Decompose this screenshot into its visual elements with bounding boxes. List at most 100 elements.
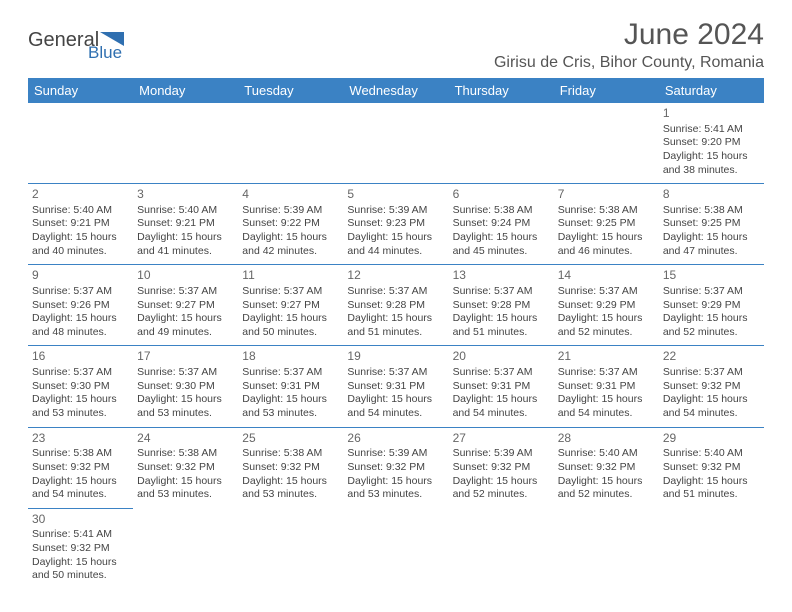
sunrise-text: Sunrise: 5:37 AM — [453, 366, 550, 380]
day-number: 21 — [558, 349, 655, 365]
sunset-text: Sunset: 9:32 PM — [32, 461, 129, 475]
calendar-cell: 16Sunrise: 5:37 AMSunset: 9:30 PMDayligh… — [28, 346, 133, 427]
day-number: 28 — [558, 431, 655, 447]
day-number: 8 — [663, 187, 760, 203]
day-number: 10 — [137, 268, 234, 284]
sunset-text: Sunset: 9:25 PM — [558, 217, 655, 231]
day-number: 12 — [347, 268, 444, 284]
daylight-text: Daylight: 15 hours and 48 minutes. — [32, 312, 129, 339]
sunrise-text: Sunrise: 5:39 AM — [347, 447, 444, 461]
day-number: 5 — [347, 187, 444, 203]
sunrise-text: Sunrise: 5:37 AM — [242, 285, 339, 299]
day-header: Saturday — [659, 78, 764, 103]
sunset-text: Sunset: 9:32 PM — [663, 461, 760, 475]
calendar-cell: 1Sunrise: 5:41 AMSunset: 9:20 PMDaylight… — [659, 103, 764, 184]
daylight-text: Daylight: 15 hours and 41 minutes. — [137, 231, 234, 258]
daylight-text: Daylight: 15 hours and 54 minutes. — [558, 393, 655, 420]
calendar-cell — [659, 508, 764, 589]
calendar-cell — [554, 508, 659, 589]
day-header: Wednesday — [343, 78, 448, 103]
day-number: 16 — [32, 349, 129, 365]
sunset-text: Sunset: 9:32 PM — [663, 380, 760, 394]
day-number: 6 — [453, 187, 550, 203]
sunset-text: Sunset: 9:31 PM — [453, 380, 550, 394]
sunrise-text: Sunrise: 5:40 AM — [558, 447, 655, 461]
sunset-text: Sunset: 9:32 PM — [347, 461, 444, 475]
location-text: Girisu de Cris, Bihor County, Romania — [494, 54, 764, 72]
sunrise-text: Sunrise: 5:37 AM — [453, 285, 550, 299]
sunset-text: Sunset: 9:32 PM — [453, 461, 550, 475]
sunrise-text: Sunrise: 5:38 AM — [242, 447, 339, 461]
day-number: 4 — [242, 187, 339, 203]
daylight-text: Daylight: 15 hours and 49 minutes. — [137, 312, 234, 339]
calendar-cell — [343, 103, 448, 184]
calendar-cell: 29Sunrise: 5:40 AMSunset: 9:32 PMDayligh… — [659, 427, 764, 508]
month-title: June 2024 — [494, 18, 764, 52]
day-header: Sunday — [28, 78, 133, 103]
calendar-cell: 14Sunrise: 5:37 AMSunset: 9:29 PMDayligh… — [554, 265, 659, 346]
sunrise-text: Sunrise: 5:37 AM — [137, 366, 234, 380]
sunrise-text: Sunrise: 5:37 AM — [558, 366, 655, 380]
daylight-text: Daylight: 15 hours and 45 minutes. — [453, 231, 550, 258]
calendar-cell: 27Sunrise: 5:39 AMSunset: 9:32 PMDayligh… — [449, 427, 554, 508]
daylight-text: Daylight: 15 hours and 50 minutes. — [242, 312, 339, 339]
day-number: 23 — [32, 431, 129, 447]
sunrise-text: Sunrise: 5:37 AM — [347, 366, 444, 380]
logo: General Blue — [28, 22, 146, 60]
day-number: 7 — [558, 187, 655, 203]
daylight-text: Daylight: 15 hours and 47 minutes. — [663, 231, 760, 258]
sunset-text: Sunset: 9:28 PM — [453, 299, 550, 313]
day-header: Thursday — [449, 78, 554, 103]
day-number: 3 — [137, 187, 234, 203]
calendar-cell: 9Sunrise: 5:37 AMSunset: 9:26 PMDaylight… — [28, 265, 133, 346]
daylight-text: Daylight: 15 hours and 46 minutes. — [558, 231, 655, 258]
calendar-cell: 6Sunrise: 5:38 AMSunset: 9:24 PMDaylight… — [449, 184, 554, 265]
day-header: Friday — [554, 78, 659, 103]
sunrise-text: Sunrise: 5:37 AM — [663, 366, 760, 380]
sunrise-text: Sunrise: 5:39 AM — [347, 204, 444, 218]
calendar-cell: 11Sunrise: 5:37 AMSunset: 9:27 PMDayligh… — [238, 265, 343, 346]
daylight-text: Daylight: 15 hours and 51 minutes. — [663, 475, 760, 502]
calendar-cell — [343, 508, 448, 589]
calendar-cell: 26Sunrise: 5:39 AMSunset: 9:32 PMDayligh… — [343, 427, 448, 508]
calendar-cell: 2Sunrise: 5:40 AMSunset: 9:21 PMDaylight… — [28, 184, 133, 265]
sunset-text: Sunset: 9:30 PM — [32, 380, 129, 394]
sunrise-text: Sunrise: 5:38 AM — [32, 447, 129, 461]
daylight-text: Daylight: 15 hours and 52 minutes. — [558, 475, 655, 502]
sunrise-text: Sunrise: 5:38 AM — [137, 447, 234, 461]
daylight-text: Daylight: 15 hours and 53 minutes. — [242, 393, 339, 420]
sunset-text: Sunset: 9:27 PM — [137, 299, 234, 313]
header: General Blue June 2024 Girisu de Cris, B… — [28, 18, 764, 72]
sunset-text: Sunset: 9:31 PM — [347, 380, 444, 394]
calendar-week-row: 9Sunrise: 5:37 AMSunset: 9:26 PMDaylight… — [28, 265, 764, 346]
day-number: 22 — [663, 349, 760, 365]
calendar-cell: 3Sunrise: 5:40 AMSunset: 9:21 PMDaylight… — [133, 184, 238, 265]
sunset-text: Sunset: 9:28 PM — [347, 299, 444, 313]
calendar-week-row: 16Sunrise: 5:37 AMSunset: 9:30 PMDayligh… — [28, 346, 764, 427]
daylight-text: Daylight: 15 hours and 44 minutes. — [347, 231, 444, 258]
daylight-text: Daylight: 15 hours and 52 minutes. — [663, 312, 760, 339]
sunrise-text: Sunrise: 5:37 AM — [32, 285, 129, 299]
calendar-week-row: 23Sunrise: 5:38 AMSunset: 9:32 PMDayligh… — [28, 427, 764, 508]
daylight-text: Daylight: 15 hours and 53 minutes. — [242, 475, 339, 502]
sunset-text: Sunset: 9:21 PM — [32, 217, 129, 231]
calendar-cell: 12Sunrise: 5:37 AMSunset: 9:28 PMDayligh… — [343, 265, 448, 346]
calendar-cell: 17Sunrise: 5:37 AMSunset: 9:30 PMDayligh… — [133, 346, 238, 427]
sunset-text: Sunset: 9:32 PM — [242, 461, 339, 475]
day-number: 13 — [453, 268, 550, 284]
day-number: 20 — [453, 349, 550, 365]
daylight-text: Daylight: 15 hours and 53 minutes. — [347, 475, 444, 502]
calendar-cell: 25Sunrise: 5:38 AMSunset: 9:32 PMDayligh… — [238, 427, 343, 508]
day-number: 11 — [242, 268, 339, 284]
sunset-text: Sunset: 9:21 PM — [137, 217, 234, 231]
calendar-cell: 19Sunrise: 5:37 AMSunset: 9:31 PMDayligh… — [343, 346, 448, 427]
daylight-text: Daylight: 15 hours and 52 minutes. — [558, 312, 655, 339]
calendar-cell — [554, 103, 659, 184]
sunset-text: Sunset: 9:26 PM — [32, 299, 129, 313]
logo-text-blue: Blue — [88, 43, 122, 60]
calendar-table: Sunday Monday Tuesday Wednesday Thursday… — [28, 78, 764, 589]
sunset-text: Sunset: 9:32 PM — [32, 542, 129, 556]
sunrise-text: Sunrise: 5:40 AM — [32, 204, 129, 218]
calendar-cell — [238, 103, 343, 184]
sunrise-text: Sunrise: 5:37 AM — [32, 366, 129, 380]
